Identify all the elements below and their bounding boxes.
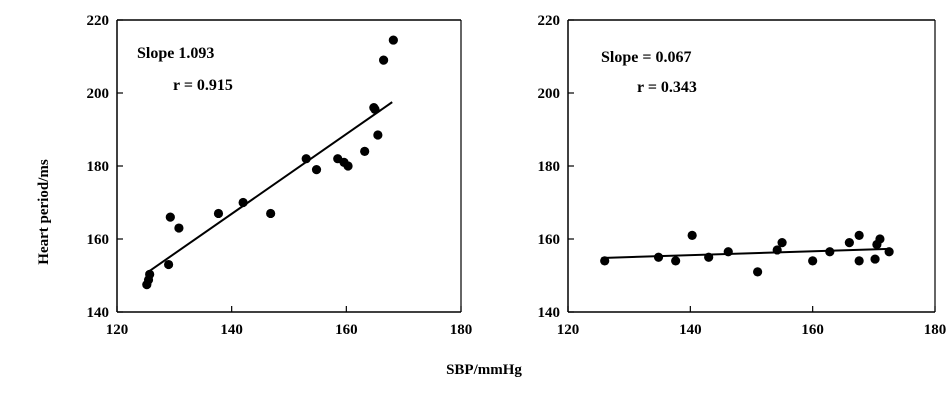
data-point: [653, 252, 664, 262]
data-point: [875, 234, 885, 244]
slope-annotation: Slope = 0.067: [601, 49, 691, 66]
data-point: [687, 230, 697, 240]
data-point: [671, 256, 681, 266]
y-tick-label: 220: [538, 13, 561, 29]
data-point: [213, 208, 224, 219]
x-tick-label: 120: [106, 322, 129, 338]
data-point: [723, 247, 733, 257]
data-point: [777, 238, 787, 248]
y-tick-label: 180: [87, 159, 110, 175]
x-tick-label: 180: [924, 322, 947, 338]
data-point: [704, 252, 714, 262]
y-tick-label: 160: [538, 232, 561, 248]
data-point: [238, 197, 248, 208]
data-point: [825, 247, 835, 257]
data-point: [379, 55, 389, 65]
data-point: [145, 269, 155, 280]
data-point: [844, 238, 854, 248]
y-tick-label: 160: [87, 232, 110, 248]
data-point: [174, 223, 184, 233]
x-tick-label: 140: [220, 322, 243, 338]
data-point: [600, 256, 610, 266]
data-point: [164, 259, 174, 270]
y-tick-label: 200: [87, 86, 110, 102]
data-point: [360, 146, 370, 156]
x-axis-title: SBP/mmHg: [446, 362, 522, 378]
data-point: [388, 35, 398, 45]
y-tick-label: 140: [87, 305, 110, 321]
data-point: [854, 256, 864, 266]
data-point: [772, 245, 782, 255]
y-tick-label: 200: [538, 86, 561, 102]
x-tick-label: 180: [450, 322, 473, 338]
data-point: [870, 254, 880, 264]
data-point: [884, 247, 894, 257]
data-point: [370, 104, 380, 115]
r-annotation: r = 0.343: [637, 79, 697, 96]
r-annotation: r = 0.915: [173, 77, 233, 94]
data-point: [808, 256, 818, 266]
data-point: [343, 161, 353, 171]
x-tick-label: 140: [679, 322, 702, 338]
slope-annotation: Slope 1.093: [137, 45, 214, 62]
regression-line: [145, 101, 393, 275]
regression-line: [601, 247, 890, 259]
x-tick-label: 120: [557, 322, 580, 338]
x-tick-label: 160: [801, 322, 824, 338]
data-point: [301, 154, 311, 164]
data-point: [165, 212, 175, 222]
y-tick-label: 220: [87, 13, 110, 29]
data-point: [373, 130, 383, 140]
y-axis-title: Heart period/ms: [36, 159, 52, 265]
data-point: [266, 208, 276, 219]
y-tick-label: 140: [538, 305, 561, 321]
y-tick-label: 180: [538, 159, 561, 175]
data-point: [311, 165, 322, 175]
data-point: [753, 267, 763, 277]
x-tick-label: 160: [335, 322, 358, 338]
data-point: [854, 230, 864, 240]
